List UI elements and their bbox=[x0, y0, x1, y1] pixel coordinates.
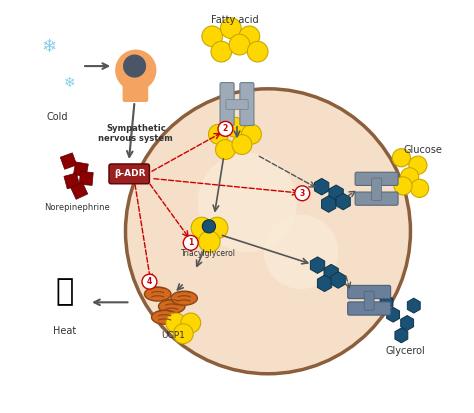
Circle shape bbox=[232, 135, 252, 154]
Circle shape bbox=[211, 41, 232, 62]
Circle shape bbox=[218, 121, 233, 136]
FancyBboxPatch shape bbox=[355, 192, 398, 205]
FancyBboxPatch shape bbox=[226, 100, 248, 109]
Circle shape bbox=[173, 324, 193, 344]
Circle shape bbox=[409, 156, 427, 174]
Circle shape bbox=[126, 89, 410, 374]
Circle shape bbox=[410, 179, 428, 197]
Circle shape bbox=[394, 177, 412, 195]
Circle shape bbox=[216, 140, 236, 159]
Ellipse shape bbox=[158, 299, 185, 313]
Circle shape bbox=[202, 26, 223, 47]
FancyBboxPatch shape bbox=[355, 172, 398, 185]
Text: 4: 4 bbox=[147, 277, 152, 286]
FancyBboxPatch shape bbox=[348, 285, 391, 299]
FancyBboxPatch shape bbox=[109, 164, 149, 184]
FancyBboxPatch shape bbox=[364, 291, 374, 310]
Text: Sympathetic
nervous system: Sympathetic nervous system bbox=[99, 124, 173, 143]
Ellipse shape bbox=[152, 310, 178, 324]
Polygon shape bbox=[71, 182, 88, 199]
Text: Cold: Cold bbox=[46, 112, 68, 121]
Polygon shape bbox=[79, 171, 93, 185]
Circle shape bbox=[209, 124, 228, 144]
Text: ❄: ❄ bbox=[42, 38, 57, 57]
Text: 3: 3 bbox=[300, 189, 305, 198]
Text: 🔥: 🔥 bbox=[55, 278, 73, 306]
Circle shape bbox=[264, 215, 338, 289]
Polygon shape bbox=[60, 153, 77, 169]
Circle shape bbox=[239, 26, 260, 47]
FancyBboxPatch shape bbox=[220, 83, 234, 126]
Polygon shape bbox=[73, 162, 88, 177]
Text: β-ADR: β-ADR bbox=[114, 169, 146, 178]
Circle shape bbox=[225, 117, 245, 137]
Text: Norepinephrine: Norepinephrine bbox=[44, 203, 109, 212]
Text: UCP1: UCP1 bbox=[161, 331, 185, 340]
Text: Glycerol: Glycerol bbox=[386, 346, 425, 356]
FancyBboxPatch shape bbox=[123, 82, 148, 102]
Ellipse shape bbox=[145, 287, 171, 301]
Circle shape bbox=[202, 220, 216, 233]
FancyBboxPatch shape bbox=[240, 83, 254, 126]
Circle shape bbox=[199, 231, 220, 252]
FancyBboxPatch shape bbox=[348, 302, 391, 315]
Text: Triacylglycerol: Triacylglycerol bbox=[182, 249, 237, 258]
Text: ❄: ❄ bbox=[64, 76, 75, 90]
Circle shape bbox=[198, 153, 297, 252]
Polygon shape bbox=[64, 173, 80, 189]
Ellipse shape bbox=[171, 291, 197, 305]
Circle shape bbox=[191, 217, 213, 239]
Text: Glucose: Glucose bbox=[403, 145, 442, 155]
Circle shape bbox=[183, 235, 198, 250]
Circle shape bbox=[115, 50, 156, 91]
Circle shape bbox=[181, 313, 201, 333]
Circle shape bbox=[123, 55, 146, 78]
Circle shape bbox=[401, 168, 419, 186]
Circle shape bbox=[295, 186, 310, 201]
Text: 2: 2 bbox=[223, 124, 228, 133]
Text: Heat: Heat bbox=[53, 326, 76, 336]
Circle shape bbox=[242, 124, 261, 144]
Text: 1: 1 bbox=[188, 238, 193, 247]
FancyBboxPatch shape bbox=[372, 178, 382, 200]
Circle shape bbox=[392, 149, 410, 167]
Circle shape bbox=[220, 18, 241, 38]
Circle shape bbox=[166, 313, 186, 333]
Circle shape bbox=[229, 34, 250, 55]
Circle shape bbox=[207, 217, 228, 239]
Circle shape bbox=[142, 274, 157, 289]
Text: Fatty acid: Fatty acid bbox=[211, 15, 259, 25]
Circle shape bbox=[247, 41, 268, 62]
